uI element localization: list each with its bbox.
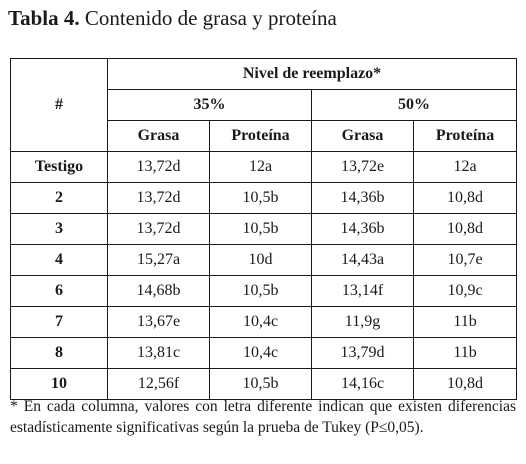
value-cell: 14,16c [311,368,414,400]
value-cell: 10,5b [209,182,312,214]
row-label-cell: Testigo [10,151,108,183]
table-row: 6 14,68b 10,5b 13,14f 10,9c [10,275,518,307]
table-row: 2 13,72d 10,5b 14,36b 10,8d [10,182,518,214]
table-row: 8 13,81c 10,4c 13,79d 11b [10,337,518,369]
row-label-cell: 6 [10,275,108,307]
table-row: 4 15,27a 10d 14,43a 10,7e [10,244,518,276]
row-label-cell: 8 [10,337,108,369]
group-header-cell: Nivel de reemplazo* [106,58,518,90]
table-caption: Contenido de grasa y proteína [84,6,337,30]
table-row: 3 13,72d 10,5b 14,36b 10,8d [10,213,518,245]
subheader-proteina-50: Proteína [412,120,518,152]
value-cell: 13,79d [311,337,414,369]
level-header-50: 50% [310,89,518,121]
value-cell: 10d [209,244,312,276]
table-row: 7 13,67e 10,4c 11,9g 11b [10,306,518,338]
value-cell: 13,67e [107,306,210,338]
table-row: 10 12,56f 10,5b 14,16c 10,8d [10,368,518,400]
value-cell: 11b [412,337,518,369]
subheader-grasa-50: Grasa [311,120,414,152]
table-title: Tabla 4. Contenido de grasa y proteína [8,4,337,32]
value-cell: 11,9g [311,306,414,338]
value-cell: 12,56f [107,368,210,400]
value-cell: 10,8d [412,182,518,214]
value-cell: 14,36b [311,182,414,214]
value-cell: 13,72d [107,182,210,214]
value-cell: 10,4c [209,306,312,338]
value-cell: 14,43a [311,244,414,276]
row-label-cell: 7 [10,306,108,338]
subheader-grasa-35: Grasa [107,120,210,152]
value-cell: 10,7e [412,244,518,276]
row-header-cell: # [10,58,108,152]
row-label-cell: 3 [10,213,108,245]
value-cell: 14,68b [107,275,210,307]
table-row: Testigo 13,72d 12a 13,72e 12a [10,151,518,183]
table-number: Tabla 4. [8,6,80,30]
footnote: * En cada columna, valores con letra dif… [10,398,516,436]
level-header-35: 35% [107,89,312,121]
row-label-cell: 2 [10,182,108,214]
row-label-cell: 10 [10,368,108,400]
data-table: # Nivel de reemplazo* 35% 50% Grasa Prot… [10,58,518,400]
value-cell: 13,81c [107,337,210,369]
value-cell: 13,14f [311,275,414,307]
value-cell: 15,27a [107,244,210,276]
value-cell: 11b [412,306,518,338]
value-cell: 12a [412,151,518,183]
value-cell: 10,5b [209,275,312,307]
value-cell: 13,72d [107,213,210,245]
value-cell: 12a [209,151,312,183]
value-cell: 13,72e [311,151,414,183]
value-cell: 14,36b [311,213,414,245]
value-cell: 10,8d [412,368,518,400]
value-cell: 10,9c [412,275,518,307]
value-cell: 10,8d [412,213,518,245]
value-cell: 13,72d [107,151,210,183]
value-cell: 10,5b [209,368,312,400]
value-cell: 10,5b [209,213,312,245]
row-label-cell: 4 [10,244,108,276]
value-cell: 10,4c [209,337,312,369]
table-body: Testigo 13,72d 12a 13,72e 12a 2 13,72d 10,5b 14,… [10,151,518,400]
subheader-proteina-35: Proteína [209,120,312,152]
